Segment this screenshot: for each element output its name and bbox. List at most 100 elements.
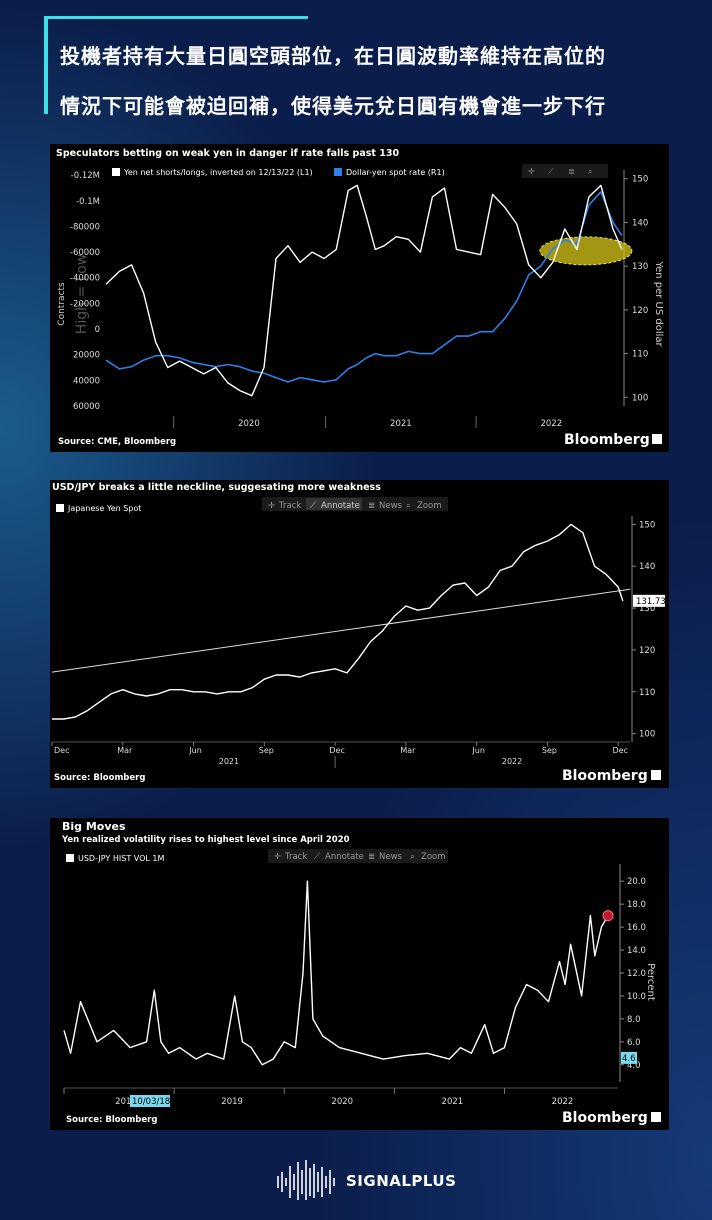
chart-3-toolbar: ✛ Track ⟋ Annotate ≣ News ⌕ Zoom bbox=[268, 849, 448, 863]
news-icon[interactable]: ≣ bbox=[368, 501, 375, 511]
chart-3-last-value: 4.6 bbox=[622, 1054, 636, 1064]
news-icon[interactable]: ≣ bbox=[368, 852, 375, 862]
chart-2-xyear: 2021 bbox=[219, 757, 239, 766]
track-icon[interactable]: ✛ bbox=[274, 852, 281, 862]
chart-3-xtick: 2020 bbox=[331, 1097, 353, 1107]
headline-accent-topline bbox=[44, 16, 308, 19]
chart-3-brand: Bloomberg bbox=[562, 1110, 648, 1126]
chart-3-source: Source: Bloomberg bbox=[66, 1115, 157, 1125]
chart-1-xtick: 2020 bbox=[238, 419, 260, 429]
chart-1-xtick: 2021 bbox=[390, 419, 412, 429]
chart-3-svg: Big Moves Yen realized volatility rises … bbox=[61, 820, 661, 1126]
chart-3-xtick: 2021 bbox=[442, 1097, 464, 1107]
zoom-icon[interactable]: ⌕ bbox=[588, 167, 592, 176]
news-icon[interactable]: ≣ bbox=[568, 167, 575, 176]
headline-line-1: 投機者持有大量日圓空頭部位，在日圓波動率維持在高位的 bbox=[60, 44, 606, 68]
chart-3-panel: Big Moves Yen realized volatility rises … bbox=[50, 818, 669, 1130]
chart-2-source: Source: Bloomberg bbox=[54, 773, 145, 783]
chart-1-highlight-ellipse bbox=[539, 236, 633, 266]
zoom-icon[interactable]: ⌕ bbox=[406, 501, 411, 511]
chart-1-ytick-left: -20000 bbox=[70, 299, 100, 309]
toolbar-track-label[interactable]: Track bbox=[278, 501, 301, 511]
chart-1-ytick-left: 0 bbox=[95, 325, 100, 335]
chart-3-xtick: 2022 bbox=[552, 1097, 574, 1107]
chart-2-ytick: 130 bbox=[639, 604, 655, 614]
toolbar-zoom-label[interactable]: Zoom bbox=[421, 852, 446, 862]
chart-2-xtick: Jun bbox=[471, 746, 485, 755]
chart-1-brand-icon bbox=[652, 434, 662, 444]
chart-2-ytick: 150 bbox=[639, 520, 655, 530]
chart-1-ytick-left: -80000 bbox=[70, 222, 100, 232]
headline-line-2: 情況下可能會被迫回補，使得美元兌日圓有機會進一步下行 bbox=[60, 94, 606, 118]
toolbar-annotate-label[interactable]: Annotate bbox=[321, 501, 360, 511]
toolbar-news-label[interactable]: News bbox=[379, 501, 403, 511]
chart-2-panel: USD/JPY breaks a little neckline, sugges… bbox=[50, 480, 669, 788]
toolbar-news-label[interactable]: News bbox=[379, 852, 403, 862]
footer-brand: SIGNALPLUS bbox=[346, 1172, 457, 1190]
chart-1-legend-1: Yen net shorts/longs, inverted on 12/13/… bbox=[123, 168, 313, 177]
chart-2-title: USD/JPY breaks a little neckline, sugges… bbox=[52, 482, 381, 493]
chart-2-xtick: Dec bbox=[612, 746, 627, 755]
chart-1-xtick: 2022 bbox=[540, 419, 562, 429]
footer: SIGNALPLUS bbox=[0, 1158, 712, 1202]
chart-2-legend: Japanese Yen Spot bbox=[67, 504, 141, 513]
chart-1-ytick-right: 120 bbox=[632, 306, 648, 316]
chart-3-legend-swatch bbox=[66, 854, 74, 862]
chart-2-last-value: 131.73 bbox=[636, 597, 666, 607]
chart-1-ytick-right: 140 bbox=[632, 218, 648, 228]
chart-1-watermark: High = Low bbox=[74, 254, 90, 334]
chart-1-svg: Speculators betting on weak yen in dange… bbox=[56, 148, 664, 448]
chart-3-ytick: 18.0 bbox=[627, 900, 646, 910]
chart-3-date-badge: 10/03/18 bbox=[132, 1097, 170, 1107]
chart-1-ytick-left: -0.12M bbox=[71, 171, 100, 181]
chart-2-xtick: Mar bbox=[400, 746, 416, 755]
chart-3-title: Big Moves bbox=[62, 820, 126, 833]
chart-2-xtick: Jun bbox=[188, 746, 202, 755]
chart-3-date-badge-bg bbox=[130, 1095, 170, 1107]
chart-3-ytick: 6.0 bbox=[627, 1038, 641, 1048]
chart-3-legend: USD-JPY HIST VOL 1M bbox=[78, 854, 164, 863]
chart-1-ytick-left: -0.1M bbox=[76, 197, 100, 207]
chart-2-xtick: Mar bbox=[117, 746, 133, 755]
chart-1-ytick-left: -60000 bbox=[70, 248, 100, 258]
chart-1-ytick-right: 110 bbox=[632, 350, 648, 360]
chart-1-ylabel-left: Contracts bbox=[57, 282, 67, 326]
chart-3-ytick: 20.0 bbox=[627, 877, 646, 887]
chart-1-legend-swatch-2 bbox=[334, 168, 342, 176]
headline: 投機者持有大量日圓空頭部位，在日圓波動率維持在高位的 情況下可能會被迫回補，使得… bbox=[44, 16, 684, 118]
chart-2-xtick: Sep bbox=[259, 746, 274, 755]
chart-2-ytick: 110 bbox=[639, 688, 655, 698]
chart-1-series-dollar-yen bbox=[105, 191, 623, 383]
crosshair-icon[interactable]: ✛ bbox=[528, 167, 535, 176]
chart-2-svg: USD/JPY breaks a little neckline, sugges… bbox=[51, 482, 666, 784]
chart-1-series-net-shorts bbox=[105, 184, 623, 397]
chart-1-ylabel-right: Yen per US dollar bbox=[653, 260, 664, 347]
chart-3-ylabel: Percent bbox=[645, 963, 656, 1001]
chart-1-toolbar: ✛ ⟋ ≣ ⌕ bbox=[522, 164, 608, 178]
annotate-icon[interactable]: ⟋ bbox=[314, 852, 321, 862]
chart-1-panel: Speculators betting on weak yen in dange… bbox=[50, 144, 669, 452]
toolbar-track-label[interactable]: Track bbox=[284, 852, 307, 862]
zoom-icon[interactable]: ⌕ bbox=[410, 852, 415, 862]
chart-2-brand-icon bbox=[651, 770, 661, 780]
chart-1-ytick-right: 150 bbox=[632, 175, 648, 185]
chart-3-series-vol bbox=[63, 880, 609, 1066]
headline-accent-bar bbox=[44, 16, 48, 114]
chart-2-brand: Bloomberg bbox=[562, 768, 648, 784]
chart-2-ytick: 120 bbox=[639, 646, 655, 656]
chart-1-legend-2: Dollar-yen spot rate (R1) bbox=[346, 168, 445, 177]
chart-2-neckline bbox=[51, 588, 631, 673]
chart-3-ytick: 8.0 bbox=[627, 1015, 641, 1025]
toolbar-zoom-label[interactable]: Zoom bbox=[417, 501, 442, 511]
chart-2-series-yen-spot bbox=[52, 523, 624, 720]
annotate-icon[interactable]: ⟋ bbox=[548, 167, 554, 176]
chart-1-source: Source: CME, Bloomberg bbox=[58, 437, 176, 447]
toolbar-annotate-label[interactable]: Annotate bbox=[325, 852, 364, 862]
chart-3-last-value-badge bbox=[621, 1051, 637, 1064]
chart-2-xtick: Sep bbox=[542, 746, 557, 755]
annotate-icon[interactable]: ⟋ bbox=[310, 501, 317, 511]
chart-1-ytick-left: -40000 bbox=[70, 274, 100, 284]
track-icon[interactable]: ✛ bbox=[268, 501, 275, 511]
chart-3-xtick: 2018 bbox=[115, 1097, 137, 1107]
chart-3-ytick: 4.0 bbox=[627, 1061, 641, 1071]
